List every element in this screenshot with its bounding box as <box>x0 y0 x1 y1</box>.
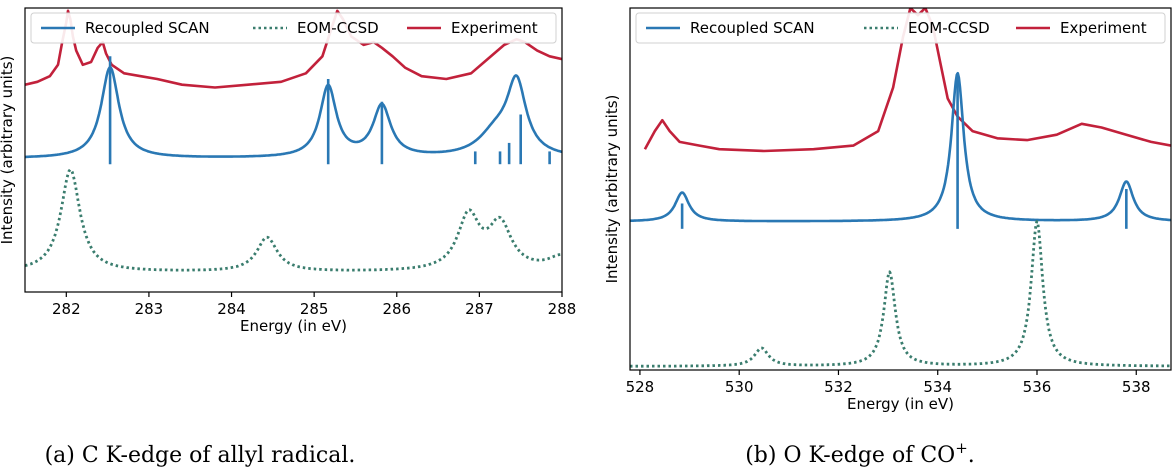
axes-frame <box>24 7 563 293</box>
panel-b: 528 530 532 534 536 538 Energy (in eV) Intensit… <box>603 7 1172 468</box>
series-line-eom-ccsd <box>25 168 562 272</box>
y-axis-label: Intensity (arbitrary units) <box>0 56 16 245</box>
x-tick-label: 284 <box>217 300 246 318</box>
x-tick-label: 286 <box>382 300 411 318</box>
x-tick-label: 285 <box>300 300 329 318</box>
caption-suffix: . <box>968 443 975 468</box>
legend-label-eom: EOM-CCSD <box>297 19 379 37</box>
legend-label-experiment: Experiment <box>1060 19 1147 37</box>
axes-frame <box>629 7 1172 371</box>
series-line-recoupled-scan <box>630 71 1171 223</box>
legend-box <box>635 12 1166 44</box>
x-tick-label: 534 <box>923 378 952 396</box>
legend: Recoupled SCAN EOM-CCSD Experiment <box>30 12 557 44</box>
legend-box <box>30 12 557 44</box>
y-axis-label: Intensity (arbitrary units) <box>603 95 621 284</box>
x-axis-label: Energy (in eV) <box>240 317 347 335</box>
x-tick-label: 530 <box>725 378 754 396</box>
x-tick-label: 528 <box>626 378 655 396</box>
legend: Recoupled SCAN EOM-CCSD Experiment <box>635 12 1166 44</box>
x-tick-label: 536 <box>1023 378 1052 396</box>
x-tick-label: 287 <box>465 300 494 318</box>
caption-text: (a) C K-edge of allyl radical. <box>45 443 356 468</box>
plot-area <box>25 9 562 272</box>
caption-text: (b) O K-edge of CO <box>745 443 955 468</box>
x-tick-label: 538 <box>1122 378 1151 396</box>
series-line-eom-ccsd <box>630 220 1171 368</box>
series-line-recoupled-scan <box>25 66 562 159</box>
x-tick-label: 288 <box>548 300 577 318</box>
legend-label-experiment: Experiment <box>451 19 538 37</box>
x-tick-label: 282 <box>52 300 81 318</box>
x-tick-label: 532 <box>824 378 853 396</box>
figure-caption: (b) O K-edge of CO+. <box>745 439 975 468</box>
legend-label-scan: Recoupled SCAN <box>85 19 210 37</box>
x-tick-label: 283 <box>135 300 164 318</box>
x-axis-label: Energy (in eV) <box>847 395 954 413</box>
legend-label-scan: Recoupled SCAN <box>690 19 815 37</box>
plot-area <box>630 8 1171 368</box>
figure-caption: (a) C K-edge of allyl radical. <box>45 443 356 468</box>
caption-superscript: + <box>955 439 968 457</box>
panel-a: 282 283 284 285 286 287 288 Energy (in eV) Inten… <box>0 7 577 468</box>
legend-label-eom: EOM-CCSD <box>908 19 990 37</box>
